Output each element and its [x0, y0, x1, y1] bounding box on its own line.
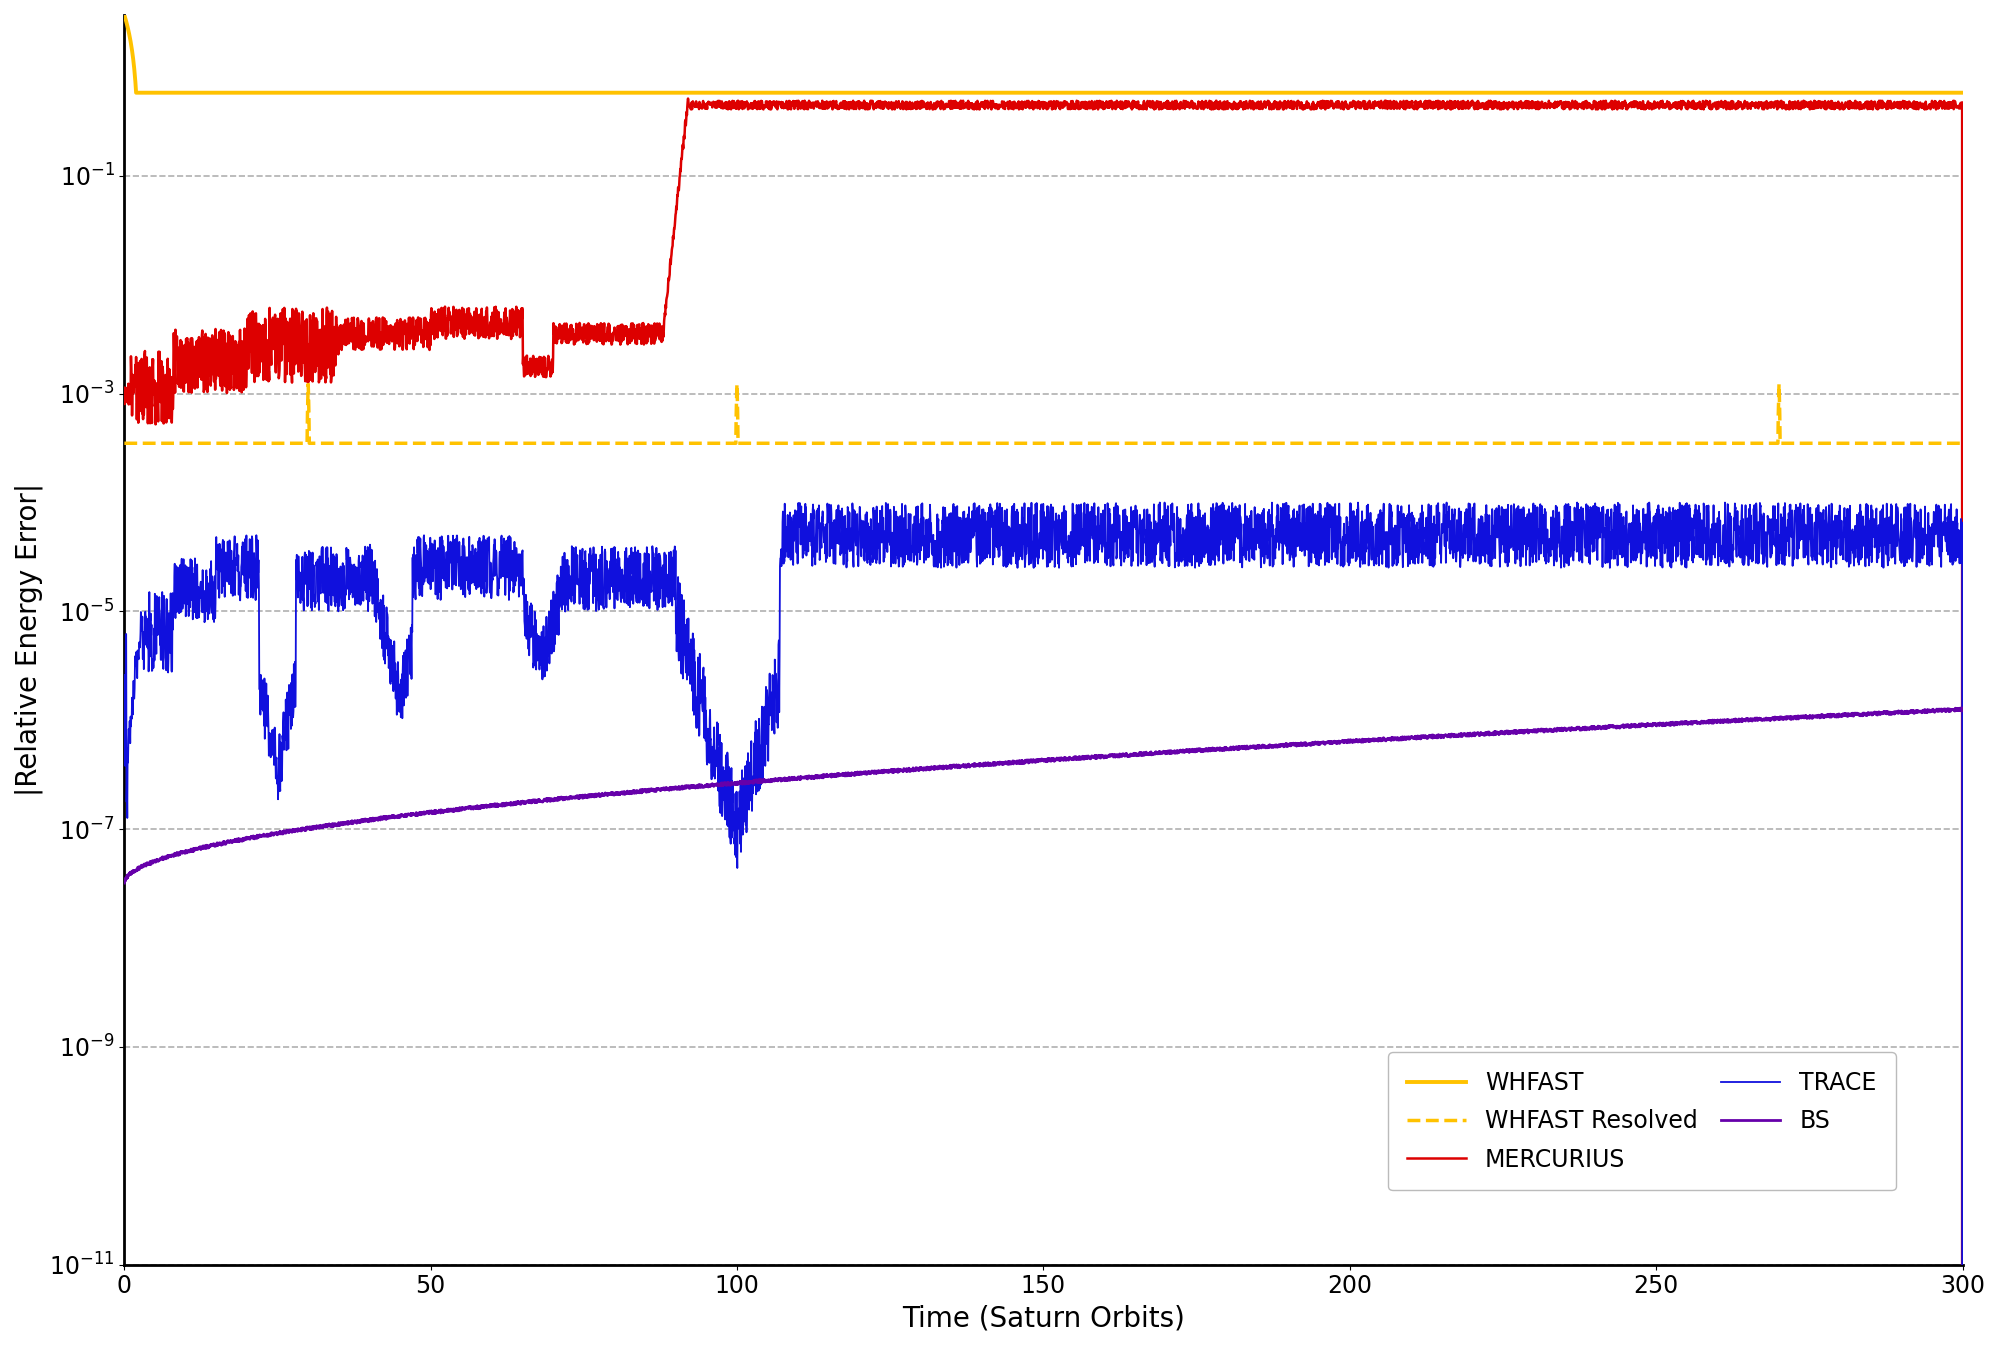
BS [1214, 742, 1238, 758]
Line: TRACE: TRACE [124, 502, 1962, 1347]
MERCURIUS [446, 323, 470, 339]
WHFAST [446, 85, 470, 101]
X-axis label: Time (Saturn Orbits): Time (Saturn Orbits) [902, 1304, 1184, 1332]
BS [1484, 726, 1508, 742]
TRACE [1216, 547, 1240, 563]
WHFAST Resolved [816, 435, 840, 451]
BS [1950, 703, 1974, 719]
MERCURIUS [1484, 93, 1508, 109]
WHFAST [1484, 85, 1508, 101]
WHFAST Resolved [1624, 435, 1648, 451]
TRACE [1624, 536, 1648, 552]
MERCURIUS [112, 380, 136, 396]
WHFAST [1624, 85, 1648, 101]
WHFAST Resolved [1308, 435, 1332, 451]
BS [446, 803, 470, 819]
BS [814, 768, 838, 784]
MERCURIUS [1624, 93, 1648, 109]
WHFAST Resolved [296, 376, 320, 392]
MERCURIUS [1308, 100, 1332, 116]
Line: WHFAST: WHFAST [124, 15, 1962, 93]
WHFAST Resolved [1216, 435, 1240, 451]
TRACE [1148, 494, 1172, 511]
WHFAST Resolved [1484, 435, 1508, 451]
WHFAST [1216, 85, 1240, 101]
Line: BS: BS [124, 709, 1962, 884]
Line: WHFAST Resolved: WHFAST Resolved [124, 384, 1962, 443]
Line: MERCURIUS: MERCURIUS [124, 98, 1962, 1347]
TRACE [112, 702, 136, 718]
WHFAST [816, 85, 840, 101]
BS [1624, 719, 1648, 735]
TRACE [814, 551, 838, 567]
MERCURIUS [816, 97, 840, 113]
WHFAST [112, 7, 136, 23]
BS [1308, 735, 1332, 752]
WHFAST Resolved [446, 435, 470, 451]
BS [1950, 700, 1974, 717]
TRACE [1308, 527, 1332, 543]
WHFAST [1308, 85, 1332, 101]
MERCURIUS [1216, 93, 1240, 109]
WHFAST [124, 85, 148, 101]
TRACE [1484, 501, 1508, 517]
Y-axis label: |Relative Energy Error|: |Relative Energy Error| [14, 484, 44, 796]
WHFAST [1950, 85, 1974, 101]
Legend: WHFAST, WHFAST Resolved, MERCURIUS, TRACE, BS: WHFAST, WHFAST Resolved, MERCURIUS, TRAC… [1388, 1052, 1896, 1191]
WHFAST Resolved [112, 435, 136, 451]
MERCURIUS [676, 90, 700, 106]
BS [112, 876, 136, 892]
WHFAST Resolved [1950, 435, 1974, 451]
TRACE [446, 551, 470, 567]
